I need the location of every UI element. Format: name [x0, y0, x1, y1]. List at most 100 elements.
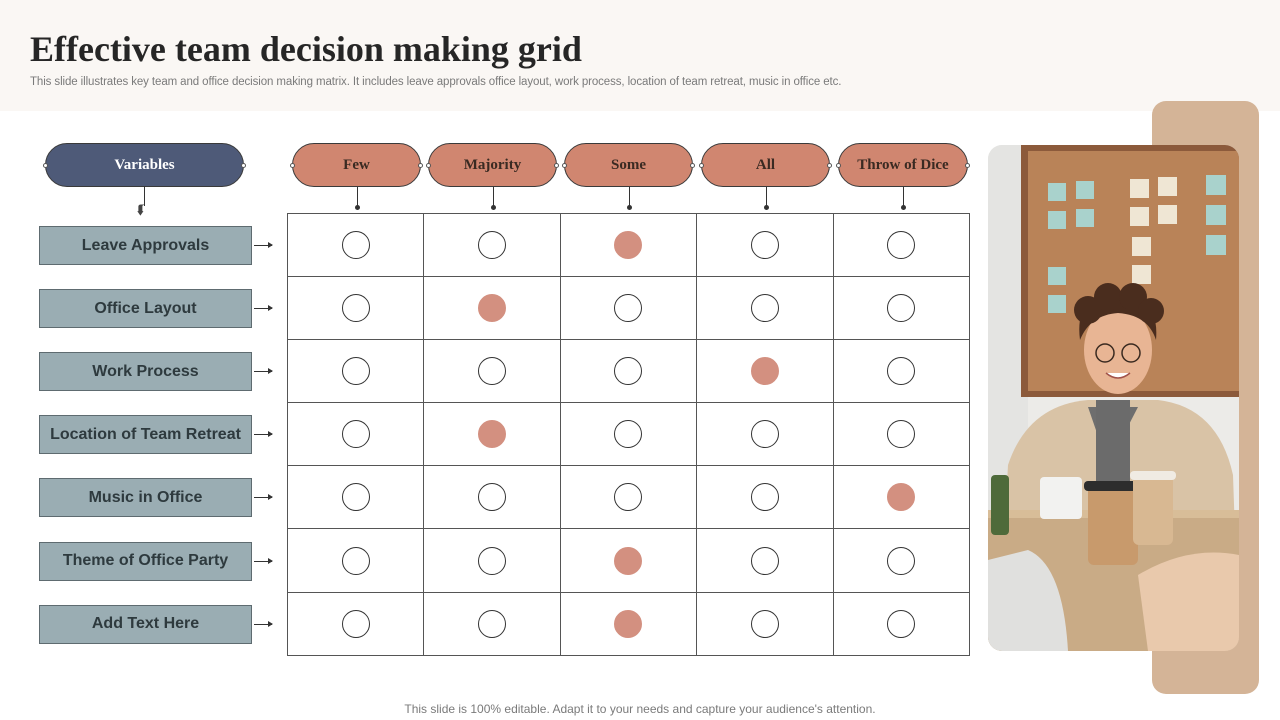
selected-choice-marker[interactable] — [614, 231, 643, 260]
selected-choice-marker[interactable] — [887, 483, 916, 512]
empty-choice-marker[interactable] — [341, 357, 370, 386]
grid-cell — [696, 276, 834, 341]
empty-choice-marker[interactable] — [614, 294, 643, 323]
row-label-work-process: Work Process — [39, 352, 252, 392]
grid-cell — [423, 402, 561, 467]
row-label-leave-approvals: Leave Approvals — [39, 226, 252, 265]
empty-choice-marker[interactable] — [478, 357, 507, 386]
empty-choice-marker[interactable] — [478, 483, 507, 512]
selected-choice-marker[interactable] — [478, 420, 507, 449]
arrow-right-icon — [254, 305, 273, 312]
grid-cell — [696, 212, 834, 278]
empty-choice-marker[interactable] — [341, 546, 370, 575]
column-header-label: All — [755, 156, 776, 173]
empty-choice-marker[interactable] — [614, 483, 643, 512]
column-connector — [627, 187, 632, 210]
grid-cell — [423, 339, 561, 404]
selected-choice-marker[interactable] — [478, 294, 507, 323]
empty-choice-marker[interactable] — [750, 420, 779, 449]
grid-cell — [832, 591, 970, 656]
empty-choice-marker[interactable] — [887, 231, 916, 260]
selected-choice-marker[interactable] — [614, 609, 643, 638]
chevron-down-icon: ⮮ — [137, 202, 145, 217]
grid-cell — [286, 591, 425, 656]
selected-choice-marker[interactable] — [614, 546, 643, 575]
empty-choice-marker[interactable] — [750, 231, 779, 260]
grid-cell — [696, 465, 834, 530]
column-header-majority: Majority — [426, 143, 559, 187]
column-header-label: Majority — [463, 156, 522, 173]
selected-choice-marker[interactable] — [750, 357, 779, 386]
grid-cell — [696, 402, 834, 467]
grid-row — [286, 402, 970, 467]
row-label-music-in-office: Music in Office — [39, 478, 252, 518]
column-connector — [901, 187, 906, 210]
grid-cell — [832, 465, 970, 530]
grid-cell — [559, 528, 698, 593]
arrow-right-icon — [254, 242, 273, 248]
grid-cell — [286, 528, 425, 593]
empty-choice-marker[interactable] — [887, 294, 916, 323]
column-header-few: Few — [290, 143, 423, 187]
variables-header-pill: Variables — [43, 143, 246, 187]
row-label-add-text-here: Add Text Here — [39, 604, 252, 644]
grid-row — [286, 212, 970, 278]
column-header-all: All — [699, 143, 832, 187]
column-header-some: Some — [562, 143, 695, 187]
grid-cell — [423, 465, 561, 530]
grid-cell — [286, 212, 425, 278]
column-header-label: Few — [343, 156, 370, 173]
empty-choice-marker[interactable] — [478, 546, 507, 575]
grid-cell — [423, 212, 561, 278]
grid-row — [286, 591, 970, 656]
grid-cell — [286, 276, 425, 341]
empty-choice-marker[interactable] — [614, 420, 643, 449]
column-header-label: Some — [611, 156, 646, 173]
column-header-label: Throw of Dice — [857, 156, 949, 173]
grid-cell — [286, 339, 425, 404]
empty-choice-marker[interactable] — [478, 609, 507, 638]
empty-choice-marker[interactable] — [750, 609, 779, 638]
empty-choice-marker[interactable] — [478, 231, 507, 260]
empty-choice-marker[interactable] — [750, 294, 779, 323]
grid-cell — [559, 212, 698, 278]
column-connector — [491, 187, 496, 210]
empty-choice-marker[interactable] — [341, 483, 370, 512]
arrow-right-icon — [254, 431, 273, 438]
empty-choice-marker[interactable] — [341, 294, 370, 323]
variables-header-label: Variables — [114, 156, 175, 173]
grid-cell — [696, 528, 834, 593]
slide-title: Effective team decision making grid — [30, 29, 582, 69]
column-connector — [764, 187, 769, 210]
arrow-right-icon — [254, 368, 273, 375]
empty-choice-marker[interactable] — [887, 609, 916, 638]
empty-choice-marker[interactable] — [341, 420, 370, 449]
grid-cell — [832, 212, 970, 278]
grid-row — [286, 339, 970, 404]
grid-cell — [832, 402, 970, 467]
team-meeting-photo — [988, 145, 1239, 651]
empty-choice-marker[interactable] — [341, 231, 370, 260]
grid-row — [286, 528, 970, 593]
slide-footer: This slide is 100% editable. Adapt it to… — [404, 702, 876, 716]
empty-choice-marker[interactable] — [614, 357, 643, 386]
arrow-right-icon — [254, 620, 273, 627]
empty-choice-marker[interactable] — [750, 483, 779, 512]
grid-cell — [559, 276, 698, 341]
empty-choice-marker[interactable] — [887, 420, 916, 449]
empty-choice-marker[interactable] — [750, 546, 779, 575]
grid-cell — [423, 528, 561, 593]
empty-choice-marker[interactable] — [887, 546, 916, 575]
grid-cell — [423, 276, 561, 341]
header-band — [0, 0, 1280, 111]
row-label-office-layout: Office Layout — [39, 289, 252, 329]
row-label-location-of-team-retreat: Location of Team Retreat — [39, 415, 252, 455]
empty-choice-marker[interactable] — [341, 609, 370, 638]
slide-subtitle: This slide illustrates key team and offi… — [30, 76, 842, 88]
grid-cell — [696, 339, 834, 404]
grid-cell — [286, 465, 425, 530]
empty-choice-marker[interactable] — [887, 357, 916, 386]
grid-cell — [559, 591, 698, 656]
column-header-throw-of-dice: Throw of Dice — [836, 143, 970, 187]
grid-row — [286, 276, 970, 341]
